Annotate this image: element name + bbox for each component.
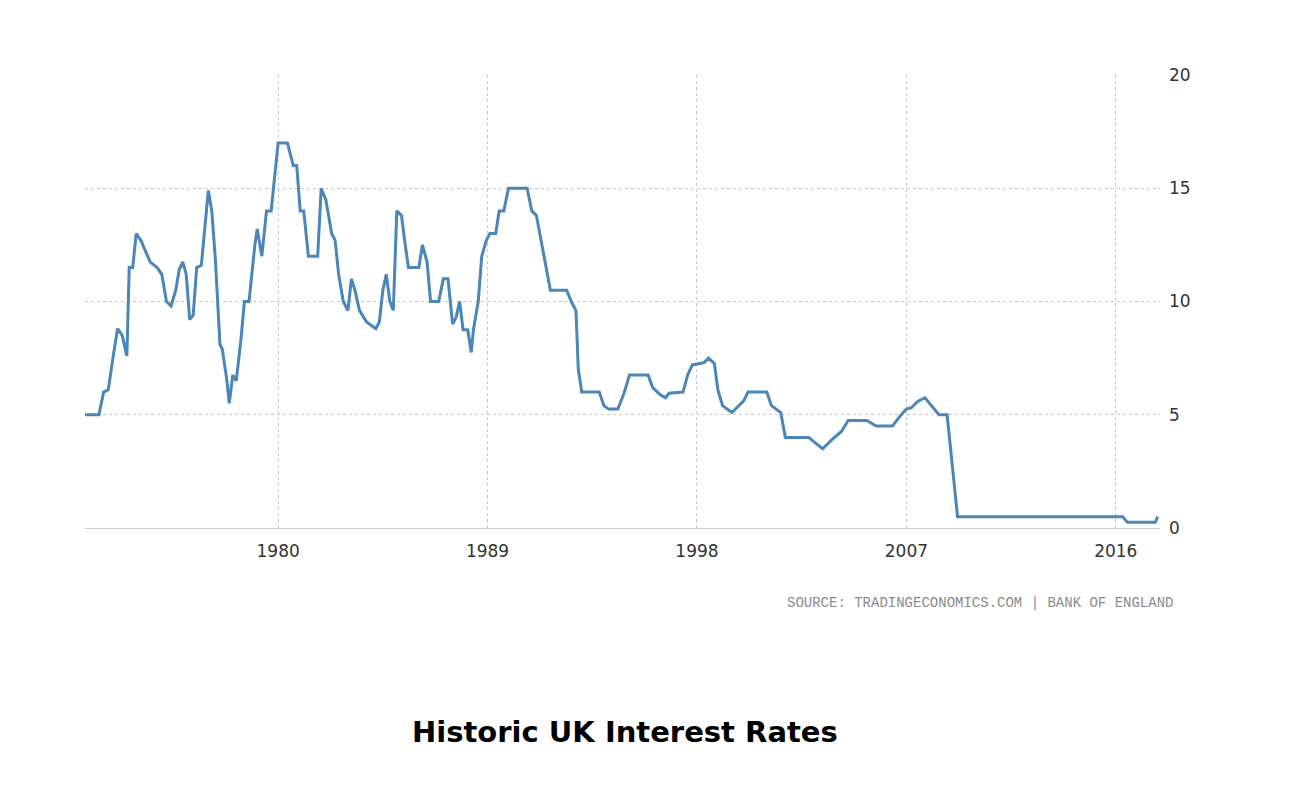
svg-text:1998: 1998 xyxy=(675,541,718,561)
svg-text:10: 10 xyxy=(1169,291,1191,311)
svg-text:2007: 2007 xyxy=(885,541,928,561)
svg-text:15: 15 xyxy=(1169,178,1191,198)
svg-text:20: 20 xyxy=(1169,65,1191,85)
svg-text:0: 0 xyxy=(1169,518,1180,538)
svg-text:1989: 1989 xyxy=(466,541,509,561)
svg-text:SOURCE: TRADINGECONOMICS.COM |: SOURCE: TRADINGECONOMICS.COM | BANK OF E… xyxy=(787,595,1173,611)
svg-text:2016: 2016 xyxy=(1094,541,1137,561)
svg-text:5: 5 xyxy=(1169,405,1180,425)
svg-text:Historic UK Interest Rates: Historic UK Interest Rates xyxy=(412,715,838,749)
svg-text:1980: 1980 xyxy=(256,541,299,561)
